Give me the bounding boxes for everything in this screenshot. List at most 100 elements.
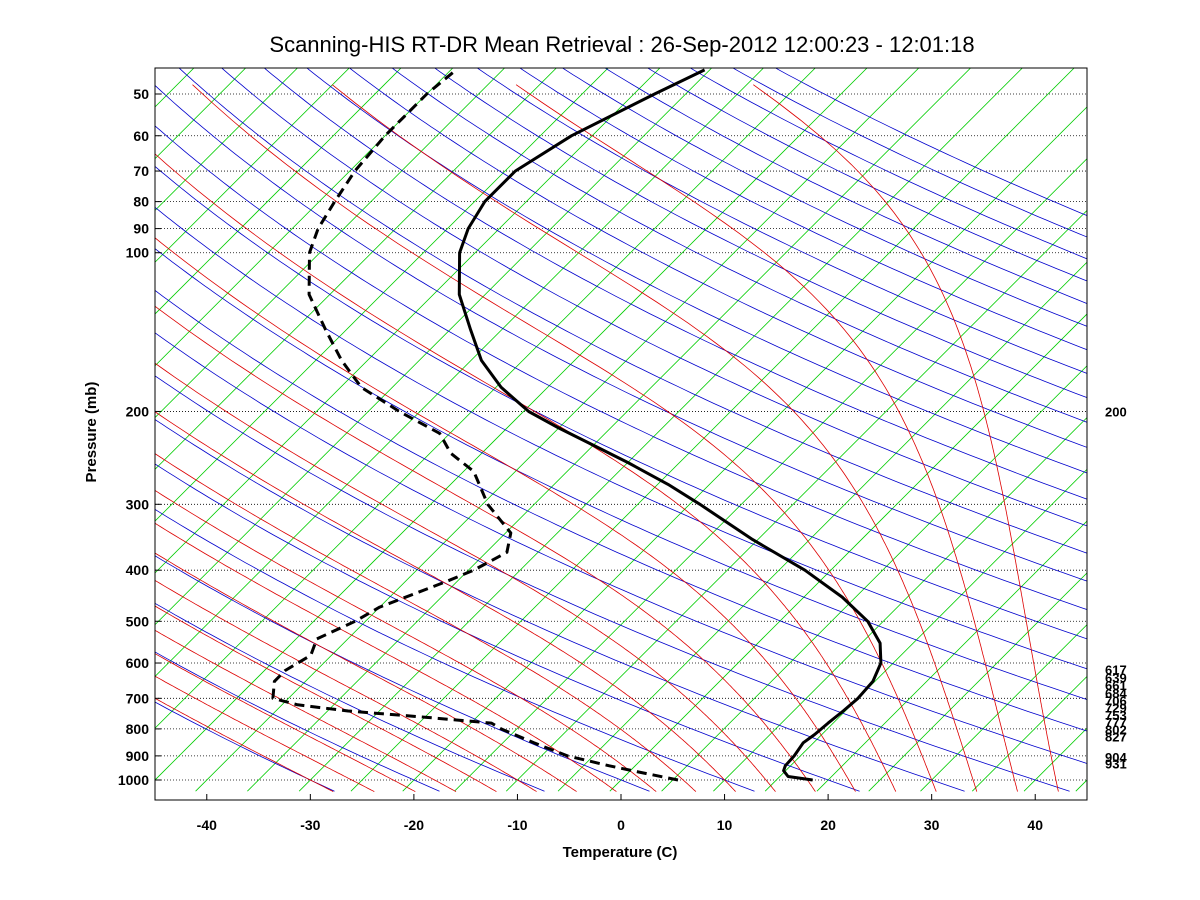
y-tick-label: 80 — [133, 194, 149, 210]
isotherm-line — [0, 65, 42, 791]
dry-adiabat — [155, 248, 1087, 700]
y-tick-label: 1000 — [118, 772, 149, 788]
solid-profile-line — [457, 68, 883, 782]
dry-adiabat — [221, 68, 1087, 527]
isotherm-line — [1128, 65, 1200, 791]
isotherm-line — [155, 68, 609, 522]
moist-adiabat — [155, 237, 856, 792]
right-pressure-label: 706 — [1105, 693, 1127, 708]
moist-adiabat — [155, 305, 816, 792]
moist-adiabat — [155, 153, 897, 792]
dry-adiabat — [732, 68, 1087, 238]
dry-adiabat — [604, 68, 1087, 304]
isotherm-line — [155, 68, 299, 212]
moist-adiabat — [155, 653, 416, 792]
moist-adiabat — [155, 579, 537, 792]
isotherm-line — [155, 68, 350, 263]
y-tick-label: 100 — [126, 245, 150, 261]
moist-adiabat — [515, 84, 1018, 792]
right-pressure-label: 639 — [1105, 670, 1127, 685]
moist-adiabat — [753, 84, 1059, 792]
dry-adiabat — [155, 84, 1087, 582]
y-tick-label: 50 — [133, 86, 149, 102]
isotherm-line — [557, 261, 1087, 792]
right-pressure-label: 777 — [1105, 715, 1127, 730]
moist-adiabat — [155, 675, 375, 792]
isotherm-line — [155, 68, 557, 470]
right-pressure-label: 931 — [1105, 757, 1127, 772]
isotherm-line — [713, 416, 1087, 792]
dry-adiabat — [155, 165, 1087, 640]
dry-adiabat — [434, 68, 1087, 399]
x-tick-label: 10 — [717, 817, 733, 833]
isotherm-line — [0, 65, 145, 791]
dry-adiabat — [178, 68, 1087, 554]
isotherm-line — [155, 68, 402, 315]
dry-adiabat — [155, 332, 1087, 764]
x-tick-label: 40 — [1027, 817, 1043, 833]
isotherm-line — [0, 65, 94, 791]
isotherm-line — [609, 313, 1087, 792]
right-pressure-label: 684 — [1105, 686, 1127, 701]
x-axis-label: Temperature (C) — [563, 844, 678, 861]
right-pressure-label: 729 — [1105, 701, 1127, 716]
dry-adiabat — [306, 68, 1087, 474]
dry-adiabat — [155, 555, 650, 792]
moist-adiabat — [155, 453, 697, 792]
dry-adiabat — [476, 68, 1087, 374]
right-pressure-label: 617 — [1105, 662, 1127, 677]
x-tick-label: 0 — [617, 817, 625, 833]
dry-adiabat — [155, 289, 1087, 732]
right-pressure-label: 904 — [1105, 750, 1127, 765]
isotherm-line — [155, 68, 765, 678]
y-tick-label: 600 — [126, 655, 150, 671]
moist-adiabat — [155, 605, 497, 792]
x-tick-label: 20 — [820, 817, 836, 833]
right-pressure-label: 200 — [1105, 404, 1127, 419]
y-tick-label: 500 — [126, 613, 150, 629]
isotherm-line — [816, 520, 1087, 792]
moist-adiabat — [155, 411, 736, 792]
y-tick-label: 300 — [126, 496, 150, 512]
y-tick-label: 60 — [133, 128, 149, 144]
isotherm-line — [247, 68, 972, 792]
isotherm-line — [155, 68, 454, 367]
right-pressure-label: 661 — [1105, 678, 1127, 693]
dry-adiabat — [155, 508, 755, 792]
isotherm-line — [971, 675, 1087, 792]
dashed-profile-line — [271, 68, 679, 782]
isotherm-line — [661, 365, 1087, 792]
moist-adiabat — [155, 362, 776, 792]
y-tick-label: 800 — [126, 721, 150, 737]
isotherm-line — [298, 68, 1023, 792]
dry-adiabat — [561, 68, 1087, 327]
isotherm-line — [155, 68, 506, 419]
isotherm-line — [454, 158, 1087, 792]
isotherm-line — [1075, 779, 1087, 792]
y-tick-label: 400 — [126, 562, 150, 578]
y-tick-label: 70 — [133, 163, 149, 179]
dry-adiabat — [155, 651, 440, 792]
moist-adiabat — [155, 629, 457, 792]
dry-adiabat — [155, 602, 545, 792]
dry-adiabat — [391, 68, 1087, 423]
dry-adiabat — [155, 463, 860, 792]
isotherm-line — [920, 624, 1087, 792]
dry-adiabat — [155, 206, 1087, 670]
y-axis-label: Pressure (mb) — [83, 382, 100, 483]
dry-adiabat — [155, 375, 1070, 792]
dry-adiabat — [689, 68, 1087, 260]
isotherm-line — [764, 468, 1087, 792]
y-tick-label: 900 — [126, 748, 150, 764]
y-tick-label: 200 — [126, 403, 150, 419]
dry-adiabat — [155, 419, 965, 792]
dry-adiabat — [646, 68, 1087, 282]
moist-adiabat — [155, 489, 657, 792]
moist-adiabat — [192, 84, 937, 792]
chart-title: Scanning-HIS RT-DR Mean Retrieval : 26-S… — [269, 32, 974, 57]
axis-ticks: -40 -30 -20 -10 0 10 20 30 40 50 60 70 80 90 100 200 300… — [118, 86, 1043, 833]
x-tick-label: -20 — [404, 817, 424, 833]
moist-adiabat — [155, 697, 334, 792]
